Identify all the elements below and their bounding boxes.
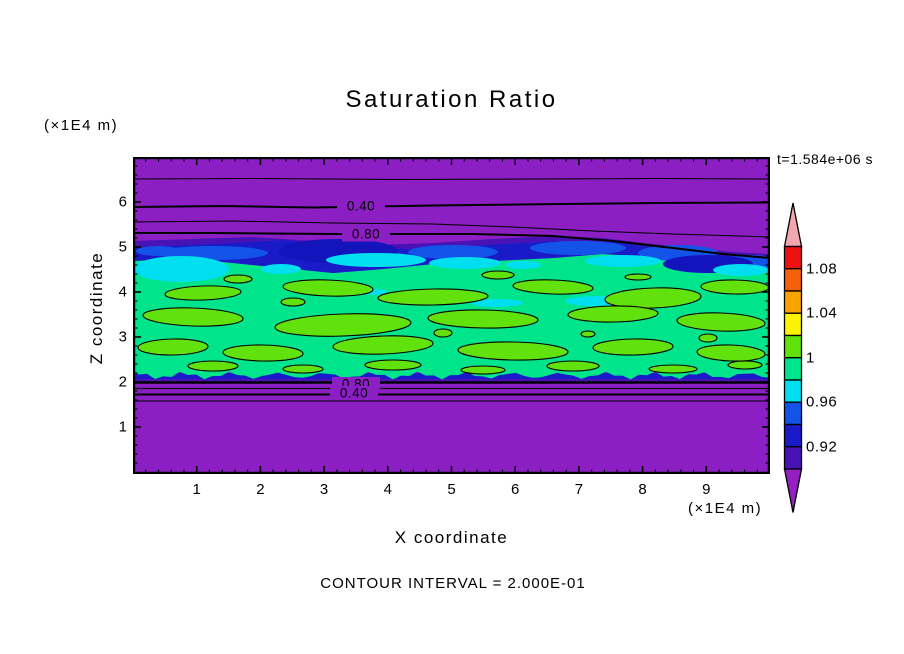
colorbar-tick-label-1.04: 1.04: [806, 304, 838, 322]
x-tick-label-2: 2: [256, 481, 265, 498]
x-axis-title: X coordinate: [394, 528, 509, 547]
x-tick-label-6: 6: [511, 481, 520, 498]
z-tick-label-4: 4: [118, 283, 127, 301]
z-axis-title: Z coordinate: [87, 251, 106, 365]
colorbar-tick-label-1.08: 1.08: [806, 260, 838, 278]
x-tick-label-7: 7: [574, 481, 584, 498]
x-axis-unit-label: (×1E4 m): [688, 500, 763, 517]
z-tick-label-5: 5: [118, 238, 127, 256]
z-axis-unit-label: (×1E4 m): [44, 117, 119, 134]
contour-interval-label: CONTOUR INTERVAL = 2.000E-01: [320, 575, 586, 592]
x-tick-label-9: 9: [702, 481, 711, 498]
contour-plot: 0.400.800.800.40: [133, 157, 770, 474]
x-tick-label-1: 1: [192, 481, 201, 498]
z-tick-label-3: 3: [118, 328, 127, 346]
x-tick-label-4: 4: [383, 481, 392, 498]
x-tick-label-8: 8: [638, 481, 647, 498]
z-tick-label-1: 1: [118, 418, 127, 436]
z-tick-label-6: 6: [118, 193, 127, 211]
z-tick-label-2: 2: [118, 373, 127, 391]
colorbar: [783, 202, 803, 513]
x-tick-label-3: 3: [319, 481, 329, 498]
colorbar-tick-label-0.96: 0.96: [806, 393, 838, 411]
x-tick-label-5: 5: [447, 481, 456, 498]
page-title: Saturation Ratio: [345, 86, 558, 113]
colorbar-tick-label-0.92: 0.92: [806, 438, 838, 456]
contour-label-lower-040: 0.40: [340, 386, 368, 401]
contour-label-upper-040: 0.40: [347, 199, 375, 214]
timestamp-label: t=1.584e+06 s: [777, 151, 874, 167]
colorbar-tick-label-1: 1: [806, 349, 815, 367]
contour-label-upper-080: 0.80: [352, 227, 380, 242]
